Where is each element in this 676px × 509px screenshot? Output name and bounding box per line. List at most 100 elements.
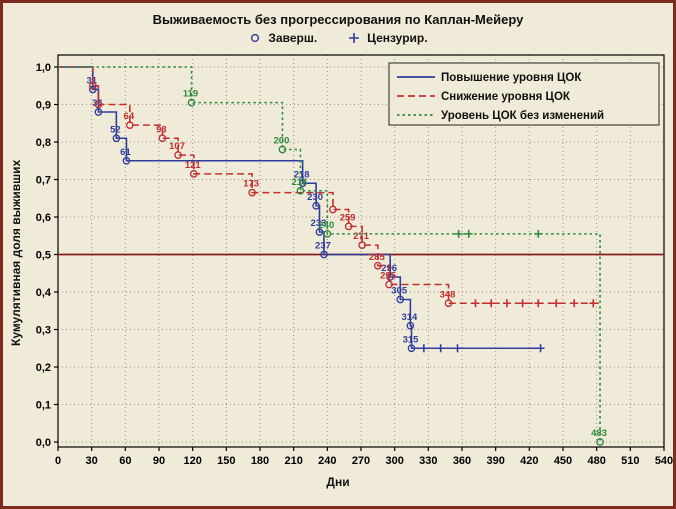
x-tick-label: 270: [352, 455, 370, 467]
event-marker: [125, 121, 134, 129]
event-marker: [158, 134, 167, 143]
x-axis-title: Дни: [326, 475, 350, 489]
event-marker: [373, 261, 382, 270]
event-day-label: 285: [369, 252, 386, 263]
x-tick-label: 300: [385, 455, 403, 467]
x-tick-label: 330: [419, 455, 437, 467]
censored-marker: [534, 229, 543, 238]
event-day-label: 305: [391, 286, 408, 297]
event-day-label: 315: [403, 334, 420, 345]
x-tick-label: 450: [554, 455, 572, 467]
x-tick-label: 540: [655, 455, 673, 467]
x-tick-label: 480: [587, 455, 605, 467]
event-day-label: 233: [311, 218, 327, 229]
legend-completed-label: Заверш.: [268, 31, 318, 45]
event-marker: [385, 280, 393, 289]
y-tick-label: 0,2: [36, 362, 51, 374]
y-tick-label: 0,6: [36, 212, 51, 224]
event-marker: [189, 170, 198, 178]
chart-title: Выживаемость без прогрессирования по Кап…: [152, 12, 524, 27]
censored-marker: [518, 299, 527, 308]
censored-marker: [487, 299, 496, 308]
y-tick-label: 0,3: [36, 325, 51, 337]
event-day-label: 36: [92, 98, 103, 109]
censored-marker: [464, 229, 473, 238]
event-day-label: 52: [110, 124, 121, 135]
event-marker: [358, 241, 366, 249]
event-marker: [88, 85, 97, 94]
circle-marker-icon: [251, 33, 260, 43]
event-marker: [315, 228, 324, 236]
y-tick-label: 1,0: [36, 62, 51, 74]
censored-marker: [471, 299, 480, 308]
event-marker: [396, 295, 405, 304]
event-marker: [386, 273, 395, 281]
event-day-label: 119: [183, 89, 198, 100]
event-day-label: 295: [380, 271, 397, 282]
x-tick-label: 0: [55, 455, 61, 467]
legend-censored-label: Цензурир.: [367, 31, 428, 45]
event-marker: [298, 179, 307, 188]
x-tick-label: 180: [251, 455, 269, 467]
x-tick-label: 210: [284, 455, 302, 467]
event-marker: [88, 81, 97, 90]
series-step-line: [58, 66, 601, 442]
legend-series-label: Снижение уровня ЦОК: [441, 91, 571, 103]
series-3: 119 200 216 240 483: [58, 66, 607, 446]
legend-completed: Заверш.: [248, 31, 317, 45]
series-legend: Повышение уровня ЦОК Снижение уровня ЦОК У…: [388, 62, 660, 126]
censored-marker: [419, 344, 428, 353]
censored-marker: [552, 299, 561, 308]
y-tick-label: 0,8: [36, 137, 51, 149]
event-marker: [406, 321, 415, 330]
event-day-label: 218: [294, 169, 310, 180]
event-marker: [278, 145, 287, 154]
y-tick-label: 0,5: [36, 250, 51, 262]
event-day-label: 483: [591, 428, 607, 439]
event-day-label: 271: [353, 231, 370, 242]
event-marker: [344, 222, 353, 231]
x-tick-label: 390: [486, 455, 504, 467]
event-day-label: 200: [274, 136, 290, 147]
event-marker: [323, 230, 332, 238]
event-marker: [122, 156, 131, 165]
legend-box: [388, 62, 660, 126]
y-tick-label: 0,0: [36, 437, 51, 449]
event-marker: [329, 205, 337, 214]
legend-censored: Цензурир.: [347, 31, 428, 45]
censored-marker: [536, 344, 545, 353]
event-day-label: 121: [185, 160, 202, 171]
event-day-label: 240: [318, 220, 334, 231]
y-tick-label: 0,9: [36, 100, 51, 112]
plus-marker-icon: [349, 33, 360, 43]
x-tick-label: 120: [183, 455, 201, 467]
event-marker: [407, 344, 416, 353]
event-day-label: 173: [243, 179, 259, 190]
censored-marker: [453, 344, 462, 353]
event-marker: [248, 188, 256, 197]
x-tick-label: 90: [153, 455, 165, 467]
event-day-label: 348: [440, 289, 456, 300]
y-tick-label: 0,1: [36, 400, 51, 412]
event-marker: [444, 299, 453, 308]
series-step-line: [58, 66, 599, 305]
plot-area: 0 30 60 90 120 150 180 210 240 270 300 330 360 390 420…: [36, 54, 673, 467]
event-marker: [187, 98, 196, 107]
legend-series-label: Уровень ЦОК без изменений: [441, 110, 604, 122]
event-day-label: 107: [169, 141, 185, 152]
event-day-label: 314: [401, 312, 418, 323]
event-day-label: 61: [120, 147, 131, 158]
censored-marker: [589, 299, 598, 308]
x-tick-label: 240: [318, 455, 336, 467]
event-marker: [94, 108, 103, 116]
x-tick-label: 150: [217, 455, 235, 467]
y-tick-label: 0,4: [36, 287, 52, 299]
x-tick-label: 30: [86, 455, 98, 467]
event-marker: [320, 250, 328, 259]
y-tick-label: 0,7: [36, 175, 51, 187]
event-marker: [174, 151, 182, 159]
event-day-label: 259: [340, 212, 356, 223]
